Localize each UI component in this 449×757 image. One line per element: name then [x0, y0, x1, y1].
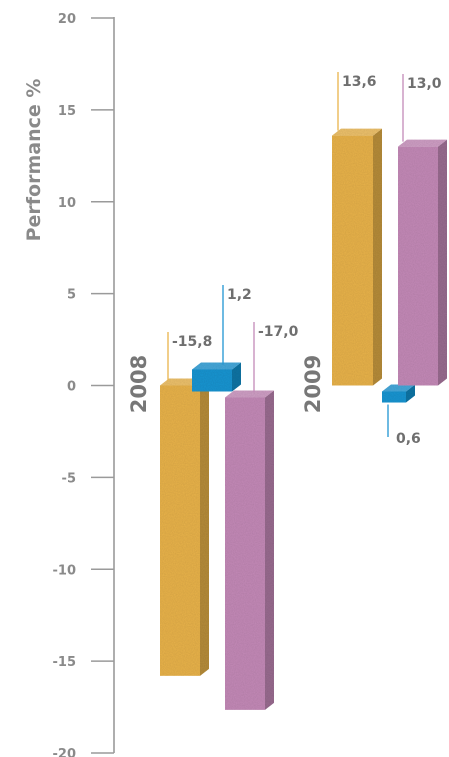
- bar-side: [438, 139, 447, 386]
- bar-side: [232, 362, 241, 392]
- y-tick-label-2: 10: [58, 196, 76, 211]
- y-tick-label-4: 0: [67, 380, 76, 395]
- bar-2009-series-0: [332, 128, 382, 386]
- bar-top: [398, 139, 447, 147]
- bar-top: [225, 390, 274, 398]
- bar-top: [382, 384, 415, 392]
- y-tick-label-5: -5: [62, 471, 76, 486]
- bar-2008-series-1: [192, 362, 241, 392]
- category-label-2008: 2008: [127, 355, 151, 413]
- data-label-2008-2: -17,0: [258, 324, 299, 340]
- y-tick-label-3: 5: [67, 288, 76, 303]
- bar-top: [192, 362, 241, 370]
- bar-top: [332, 128, 382, 136]
- data-label-2009-0: 13,6: [342, 74, 377, 90]
- bar-side: [406, 384, 415, 403]
- bar-front: [225, 397, 265, 710]
- bar-2009-series-1: [382, 384, 415, 403]
- bar-front: [398, 146, 438, 386]
- bar-side: [265, 390, 274, 710]
- bar-front: [382, 391, 406, 403]
- data-label-2009-2: 13,0: [407, 76, 442, 92]
- bar-front: [160, 385, 200, 676]
- bar-2009-series-2: [398, 139, 447, 386]
- y-tick-label-7: -15: [53, 655, 77, 670]
- bar-side: [373, 128, 382, 386]
- y-axis-title: Performance %: [23, 79, 45, 242]
- bar-side: [200, 378, 209, 676]
- bar-2008-series-0: [160, 378, 209, 676]
- bar-front: [332, 135, 373, 386]
- bar-front: [192, 369, 232, 392]
- data-label-2008-1: 1,2: [227, 287, 252, 303]
- bar-2008-series-2: [225, 390, 274, 710]
- data-label-2009-1: 0,6: [396, 431, 421, 447]
- data-label-2008-0: -15,8: [172, 334, 212, 350]
- y-tick-label-8: -20: [53, 747, 77, 757]
- category-label-2009: 2009: [301, 355, 325, 413]
- y-tick-label-1: 15: [58, 104, 76, 119]
- y-tick-label-6: -10: [53, 563, 77, 578]
- y-tick-label-0: 20: [58, 12, 76, 27]
